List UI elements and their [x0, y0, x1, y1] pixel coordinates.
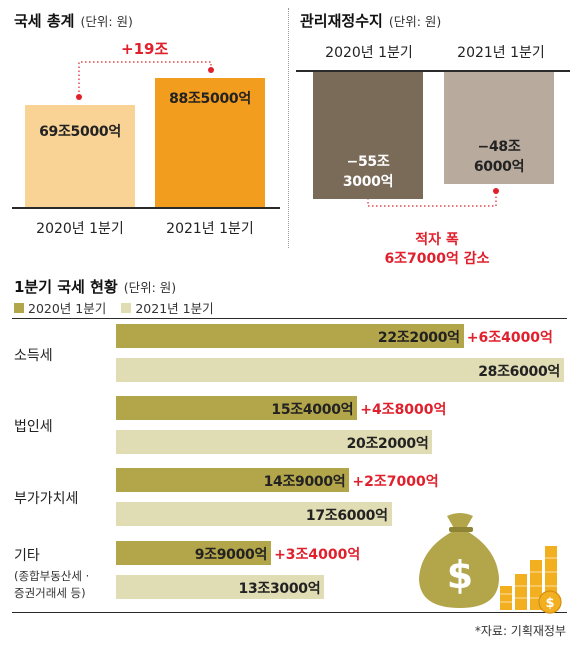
coin-stack-1 — [500, 586, 512, 610]
panel1-bar-2020 — [25, 104, 135, 207]
money-bag-illustration: $ $ — [419, 513, 562, 614]
panel1-diff-connector — [76, 61, 214, 100]
panel3-bar-value-label: 13조3000억 — [238, 581, 321, 597]
panel1-category-2020: 2020년 1분기 — [36, 221, 124, 237]
panel1-baseline — [12, 207, 280, 209]
panel3-bar-value-label: 9조9000억 — [194, 547, 268, 563]
panel3-diff-label: +4조8000억 — [360, 402, 447, 418]
panel3-bar-value-label: 22조2000억 — [377, 330, 460, 346]
source-note: *자료: 기획재정부 — [474, 624, 566, 638]
panel2-bar-value-label: −48조 — [477, 138, 521, 155]
panel2-bar-value-label: 6000억 — [473, 158, 525, 175]
panel3-diff-label: +3조4000억 — [274, 547, 361, 563]
panel1-title: 국세 총계 (단위: 원) — [14, 10, 133, 31]
panel2-bar-value-label: −55조 — [346, 154, 390, 170]
legend-swatch-2020 — [14, 302, 24, 313]
row-sublabel-other-line2: 증권거래세 등) — [14, 586, 86, 600]
panel1-category-2021: 2021년 1분기 — [166, 221, 254, 237]
panel2-bar-2020 — [313, 72, 423, 199]
panel3-bar-2021 — [116, 502, 392, 526]
panel2-category-2021: 2021년 1분기 — [457, 45, 545, 61]
panel3-bar-2020 — [116, 468, 350, 492]
panel3-bar-value-label: 15조4000억 — [271, 402, 354, 418]
row-label-corporate-tax: 법인세 — [14, 419, 53, 435]
panel2-title: 관리재정수지 (단위: 원) — [300, 10, 441, 31]
coin-stack-2 — [515, 574, 527, 610]
panel3-bar-2021 — [116, 430, 433, 454]
panel1-diff-label: +19조 — [121, 40, 169, 58]
panel1-unit: (단위: 원) — [80, 14, 133, 29]
panel3-title-text: 1분기 국세 현황 — [14, 278, 118, 296]
panel2-baseline — [296, 70, 570, 72]
panel3-bar-2020 — [116, 324, 464, 348]
dollar-sign-icon: $ — [447, 553, 473, 597]
panel2-unit: (단위: 원) — [388, 14, 442, 29]
panel1-bar-2021 — [155, 77, 265, 207]
panel2-note-line1: 적자 폭 — [415, 232, 459, 248]
panel3-unit: (단위: 원) — [123, 280, 177, 295]
panel2-bar-2021 — [444, 72, 554, 184]
money-bag-icon — [419, 513, 499, 608]
panel1-bar-value-label: 69조5000억 — [39, 123, 121, 140]
coin-icon — [538, 590, 562, 614]
panel3-bar-value-label: 28조6000억 — [478, 364, 560, 380]
legend-label-2021: 2021년 1분기 — [135, 301, 214, 316]
panel2-note-line2: 6조7000억 감소 — [384, 251, 490, 267]
panel3-title: 1분기 국세 현황 (단위: 원) — [14, 276, 176, 297]
svg-text:$: $ — [545, 596, 554, 611]
panel3-diff-label: +2조7000억 — [352, 474, 439, 490]
legend-swatch-2021 — [121, 302, 132, 313]
panel1-title-text: 국세 총계 — [14, 12, 75, 30]
panel3-bar-2020 — [116, 396, 358, 420]
legend-label-2020: 2020년 1분기 — [28, 301, 107, 316]
panel3-diff-label: +6조4000억 — [466, 330, 553, 346]
panel3-bottom-rule — [12, 612, 567, 614]
panel3-top-rule — [12, 318, 567, 320]
row-label-vat: 부가가치세 — [14, 491, 79, 507]
row-label-other: 기타 — [14, 548, 40, 564]
panel3-bar-value-label: 17조6000억 — [305, 508, 388, 524]
panel3-bar-2021 — [116, 575, 325, 599]
panel-divider — [288, 8, 289, 248]
row-label-income-tax: 소득세 — [14, 348, 53, 364]
row-sublabel-other-line1: (종합부동산세 · — [14, 569, 90, 583]
panel2-category-2020: 2020년 1분기 — [325, 45, 413, 61]
panel3-bar-2021 — [116, 358, 564, 382]
panel1-bar-value-label: 88조5000억 — [169, 90, 251, 107]
panel3-bar-value-label: 20조2000억 — [346, 436, 429, 452]
panel2-bar-value-label: 3000억 — [342, 174, 394, 190]
panel2-title-text: 관리재정수지 — [300, 12, 383, 30]
panel3-legend: 2020년 1분기 2021년 1분기 — [14, 297, 214, 317]
panel3-bar-value-label: 14조9000억 — [263, 474, 346, 490]
panel3-bar-2020 — [116, 541, 272, 565]
